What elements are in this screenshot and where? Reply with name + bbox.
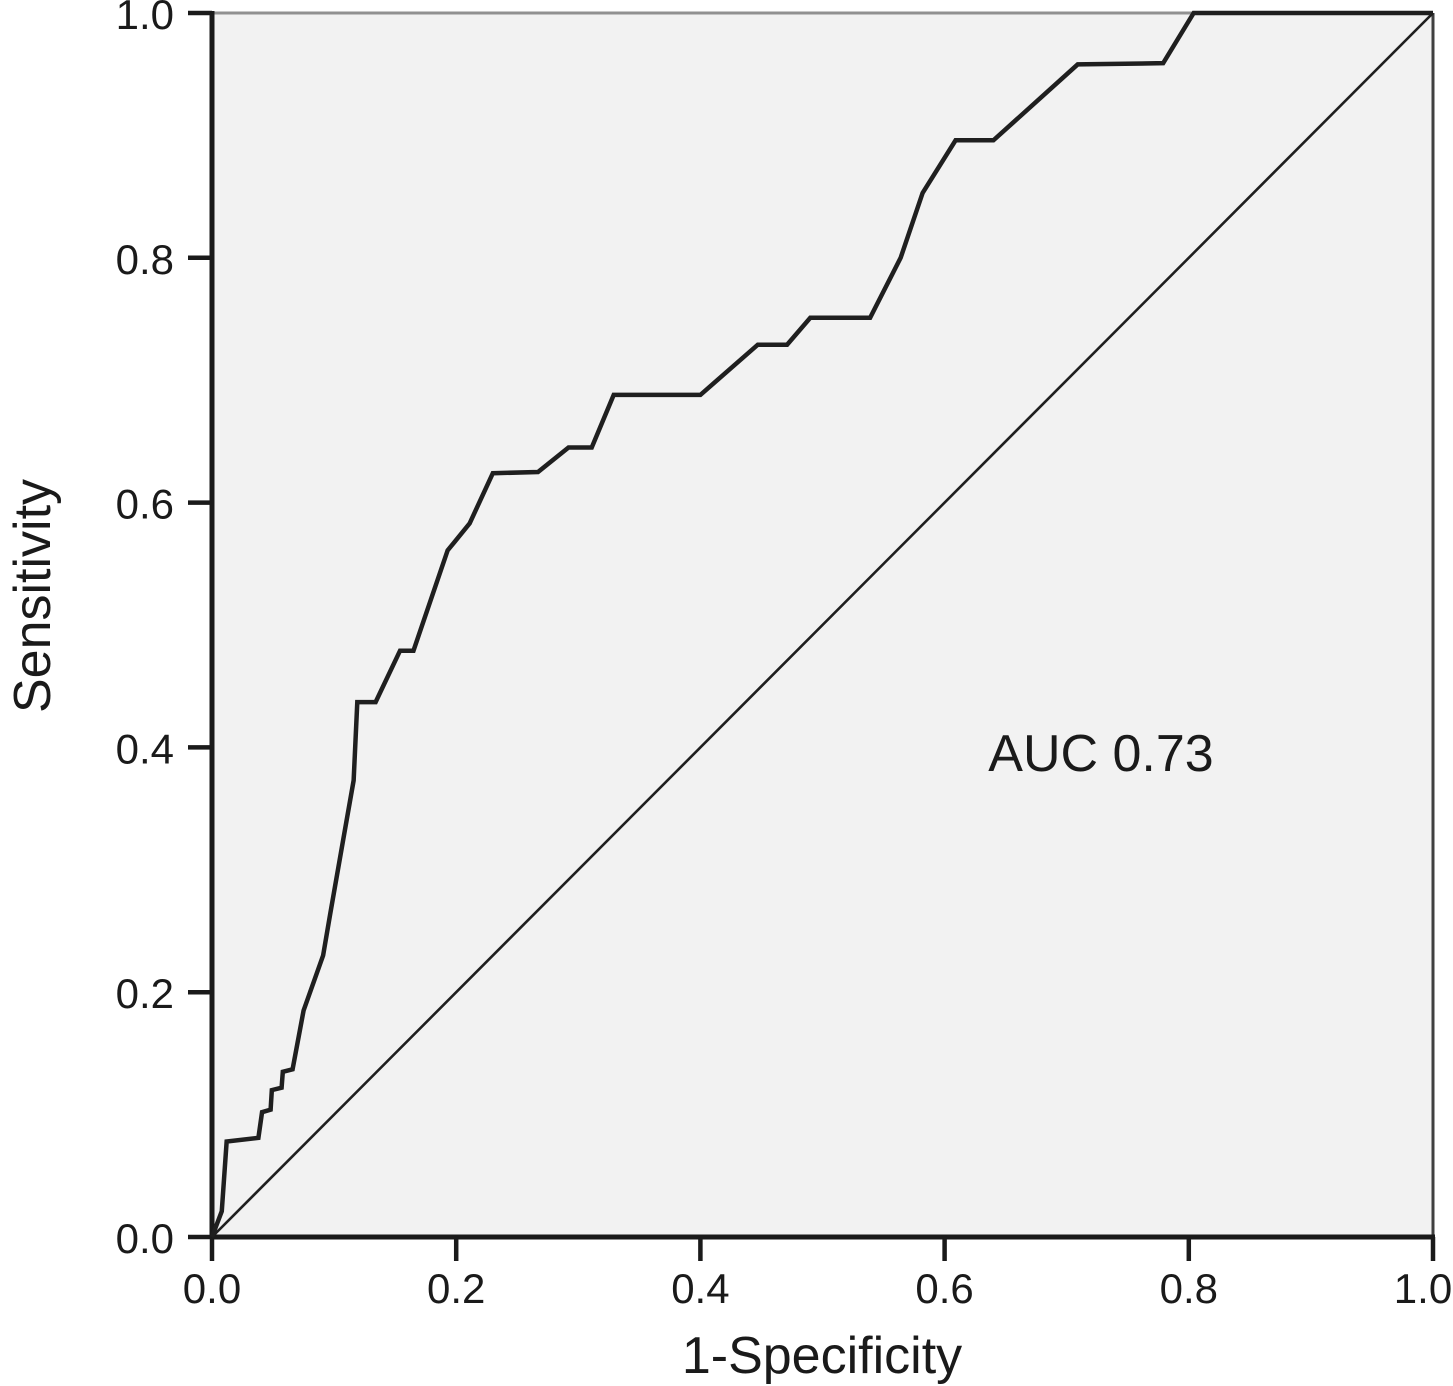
y-tick-label: 0.4 <box>116 725 174 772</box>
x-tick-label: 0.0 <box>183 1265 241 1312</box>
y-tick-label: 1.0 <box>116 0 174 38</box>
y-tick-label: 0.2 <box>116 970 174 1017</box>
reference-line <box>211 12 1434 1238</box>
y-tick-label: 0.8 <box>116 236 174 283</box>
x-tick-label: 0.2 <box>427 1265 485 1312</box>
x-tick-label: 0.8 <box>1160 1265 1218 1312</box>
x-axis-label: 1-Specificity <box>681 1327 963 1385</box>
y-axis-label: Sensitivity <box>4 478 62 714</box>
auc-annotation: AUC 0.73 <box>988 725 1214 783</box>
y-tick-label: 0.6 <box>116 481 174 528</box>
y-tick-label: 0.0 <box>116 1215 174 1262</box>
x-tick-label: 0.6 <box>915 1265 973 1312</box>
x-tick-label: 0.4 <box>671 1265 729 1312</box>
x-tick-label: 1.0 <box>1394 1265 1452 1312</box>
roc-curve <box>209 10 1433 1238</box>
